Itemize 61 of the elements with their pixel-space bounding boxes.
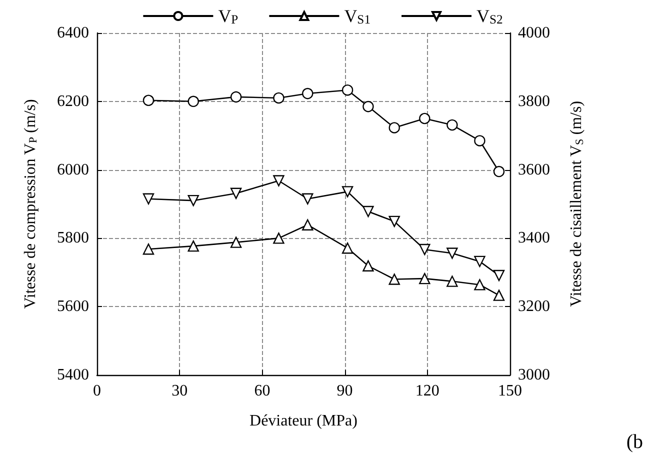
point: [142, 94, 154, 106]
x-tick-label: 90: [336, 382, 353, 400]
point: [273, 175, 284, 186]
y2-tick-label: 3800: [518, 92, 550, 110]
legend-label: VP: [218, 6, 238, 27]
y2-tick-label: 4000: [518, 24, 550, 42]
point: [273, 92, 284, 104]
point: [230, 188, 242, 199]
x-tick-label: 150: [498, 382, 522, 400]
point: [419, 244, 430, 256]
x-tick-label: 30: [172, 382, 188, 400]
x-axis-title: Déviateur (MPa): [250, 412, 358, 430]
point: [474, 135, 486, 146]
point: [142, 244, 154, 255]
point: [388, 216, 400, 228]
point: [388, 122, 400, 134]
point: [388, 274, 400, 285]
y-tick-label: 5800: [57, 230, 89, 247]
point: [419, 112, 430, 124]
point: [342, 186, 354, 198]
y2-axis-title: Vitesse de cisaillement VS (m/s): [568, 100, 586, 307]
text: (b: [626, 431, 644, 453]
y-tick-label: 6400: [57, 24, 89, 42]
y-tick-label: 5600: [57, 298, 89, 316]
y-tick-label: 6000: [57, 161, 89, 178]
point: [302, 219, 314, 230]
point: [342, 242, 354, 254]
x-tick-label: 0: [93, 382, 101, 400]
x-tick-label: 60: [254, 382, 270, 400]
point: [342, 84, 354, 96]
point: [446, 248, 458, 259]
point: [419, 272, 430, 284]
y2-tick-label: 3200: [518, 298, 550, 316]
point: [188, 194, 199, 206]
y2-tick-label: 3000: [518, 366, 550, 384]
point: [446, 276, 458, 287]
point: [142, 193, 154, 204]
point: [273, 232, 284, 244]
point: [362, 206, 374, 218]
point: [493, 166, 505, 178]
x-tick-label: 120: [415, 382, 440, 400]
point: [230, 236, 242, 248]
point: [446, 119, 458, 131]
point: [188, 240, 199, 252]
legend-label: VS2: [476, 6, 503, 27]
point: [362, 260, 374, 272]
y-tick-label: 5400: [57, 366, 89, 384]
point: [493, 270, 505, 282]
point: [362, 100, 374, 112]
point: [474, 279, 486, 290]
y2-tick-label: 3600: [518, 161, 550, 178]
point: [474, 256, 486, 268]
point: [230, 91, 242, 103]
legend-label: VS1: [344, 6, 371, 27]
point: [493, 290, 505, 301]
point: [302, 88, 314, 100]
y-axis-title: Vitesse de compression VP (m/s): [22, 99, 40, 309]
point: [302, 193, 314, 204]
point: [188, 96, 199, 107]
y-tick-label: 6200: [57, 92, 89, 110]
y2-tick-label: 3400: [518, 230, 550, 247]
